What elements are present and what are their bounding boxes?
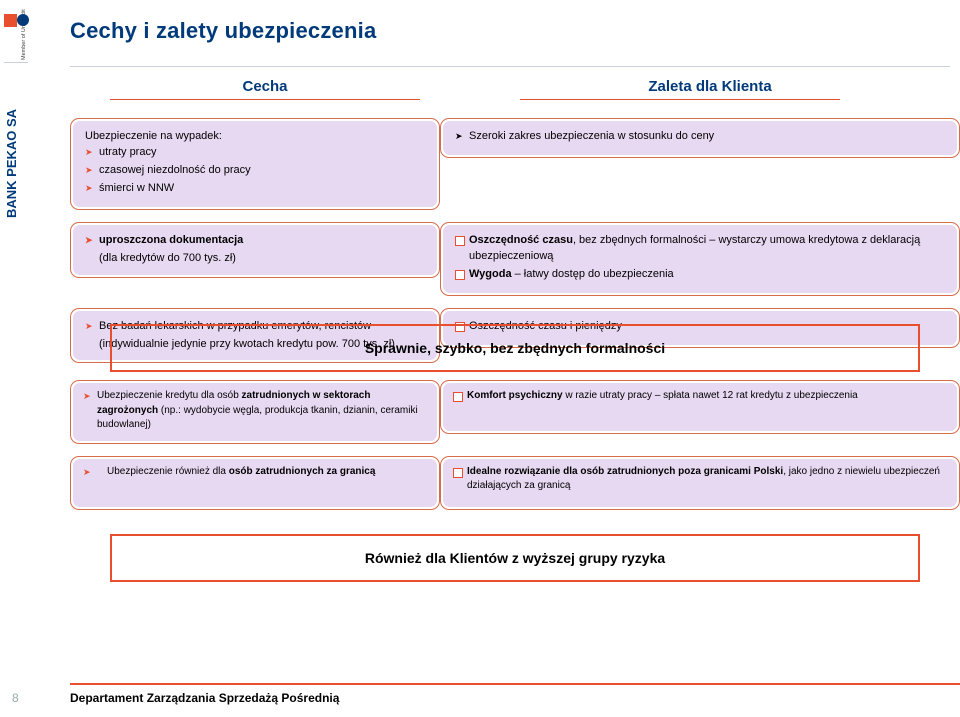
- title-rule: [70, 66, 950, 67]
- footer-department: Departament Zarządzania Sprzedażą Pośred…: [70, 691, 339, 705]
- row4-right: Komfort psychiczny w razie utraty pracy …: [453, 389, 949, 404]
- low-callout-container: Również dla Klientów z wyższej grupy ryz…: [70, 528, 960, 592]
- col-header-left: Cecha: [242, 78, 287, 95]
- row5-right: Idealne rozwiązanie dla osób zatrudniony…: [453, 465, 949, 494]
- row2-right-item: Wygoda – łatwy dostęp do ubezpieczenia: [455, 267, 947, 283]
- row1-right-item: Szeroki zakres ubezpieczenia w stosunku …: [455, 129, 947, 145]
- col-header-left-rule: [110, 99, 420, 100]
- row2-right-item: Oszczędność czasu, bez zbędnych formalno…: [455, 233, 947, 265]
- row1-left-item: śmierci w NNW: [85, 181, 427, 197]
- row2-left-sub: (dla kredytów do 700 tys. zł): [85, 251, 427, 267]
- feature-row-1: Ubezpieczenie na wypadek: utraty pracy c…: [70, 118, 960, 210]
- low-callout: Również dla Klientów z wyższej grupy ryz…: [110, 534, 920, 582]
- logo-bank-text: BANK PEKAO SA: [4, 108, 19, 218]
- row2-left-head: uproszczona dokumentacja: [85, 233, 427, 249]
- page-number: 8: [12, 691, 19, 705]
- row1-left-head: Ubezpieczenie na wypadek:: [85, 130, 222, 142]
- feature-row-5: Ubezpieczenie również dla osób zatrudnio…: [70, 456, 960, 510]
- mid-callout: Sprawnie, szybko, bez zbędnych formalnoś…: [110, 324, 920, 372]
- feature-row-2: uproszczona dokumentacja (dla kredytów d…: [70, 222, 960, 296]
- bank-logo-bar: BANK PEKAO SA Member of UniCredit Group: [0, 0, 32, 717]
- page-title: Cechy i zalety ubezpieczenia: [70, 18, 940, 44]
- row5-left: Ubezpieczenie również dla osób zatrudnio…: [83, 465, 429, 480]
- col-header-right: Zaleta dla Klienta: [648, 78, 771, 95]
- row4-left: Ubezpieczenie kredytu dla osób zatrudnio…: [83, 389, 429, 433]
- col-header-right-rule: [520, 99, 840, 100]
- row1-left-item: utraty pracy: [85, 145, 427, 161]
- feature-row-4: Ubezpieczenie kredytu dla osób zatrudnio…: [70, 380, 960, 444]
- row1-left-item: czasowej niezdolność do pracy: [85, 163, 427, 179]
- mid-callout-container: Sprawnie, szybko, bez zbędnych formalnoś…: [70, 318, 960, 382]
- slide-footer: 8 Departament Zarządzania Sprzedażą Pośr…: [70, 683, 960, 705]
- column-headers: Cecha Zaleta dla Klienta: [70, 78, 960, 100]
